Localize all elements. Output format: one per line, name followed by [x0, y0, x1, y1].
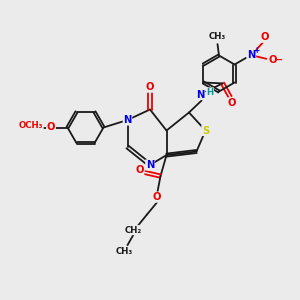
Text: CH₃: CH₃	[209, 32, 226, 41]
Text: CH₃: CH₃	[116, 247, 133, 256]
Text: N: N	[146, 160, 154, 170]
Text: O: O	[260, 32, 269, 42]
Text: H: H	[206, 88, 214, 97]
Text: O: O	[135, 165, 144, 175]
Text: N: N	[247, 50, 256, 60]
Text: O: O	[146, 82, 154, 92]
Text: +: +	[253, 46, 259, 55]
Text: −: −	[275, 55, 284, 65]
Text: O: O	[47, 122, 55, 133]
Text: O: O	[228, 98, 236, 108]
Text: CH₂: CH₂	[125, 226, 142, 235]
Text: N: N	[123, 115, 132, 125]
Text: OCH₃: OCH₃	[19, 121, 43, 130]
Text: S: S	[202, 125, 209, 136]
Text: O: O	[153, 192, 161, 202]
Text: O: O	[269, 55, 277, 65]
Text: N: N	[196, 89, 204, 100]
